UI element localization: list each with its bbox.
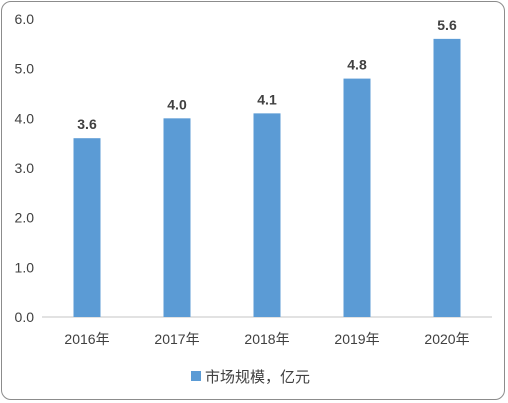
- x-axis-ticks: 2016年 2017年 2018年 2019年 2020年: [64, 331, 469, 347]
- data-labels: 3.6 4.0 4.1 4.8 5.6: [77, 17, 457, 132]
- x-tick-label: 2017年: [154, 331, 199, 347]
- y-axis-ticks: 0.0 1.0 2.0 3.0 4.0 5.0 6.0: [15, 11, 35, 325]
- bar-data-label: 3.6: [77, 116, 97, 132]
- x-tick-label: 2020年: [424, 331, 469, 347]
- y-tick-label: 6.0: [15, 11, 35, 27]
- x-tick-label: 2016年: [64, 331, 109, 347]
- bar-data-label: 4.8: [347, 57, 367, 73]
- legend: 市场规模，亿元: [191, 369, 310, 386]
- bar-data-label: 5.6: [437, 17, 457, 33]
- y-tick-label: 2.0: [15, 210, 35, 226]
- bar-data-label: 4.1: [257, 91, 277, 107]
- y-tick-label: 1.0: [15, 259, 35, 275]
- y-tick-label: 5.0: [15, 61, 35, 77]
- legend-label: 市场规模，亿元: [205, 369, 310, 386]
- bar: [433, 38, 461, 317]
- legend-swatch: [191, 371, 201, 381]
- bar-data-label: 4.0: [167, 96, 187, 112]
- bar: [163, 118, 191, 317]
- bar: [253, 113, 281, 317]
- y-tick-label: 4.0: [15, 110, 35, 126]
- x-tick-label: 2019年: [334, 331, 379, 347]
- y-tick-label: 0.0: [15, 309, 35, 325]
- bar: [343, 78, 371, 317]
- bars: [73, 38, 461, 317]
- x-tick-label: 2018年: [244, 331, 289, 347]
- bar: [73, 138, 101, 317]
- y-tick-label: 3.0: [15, 160, 35, 176]
